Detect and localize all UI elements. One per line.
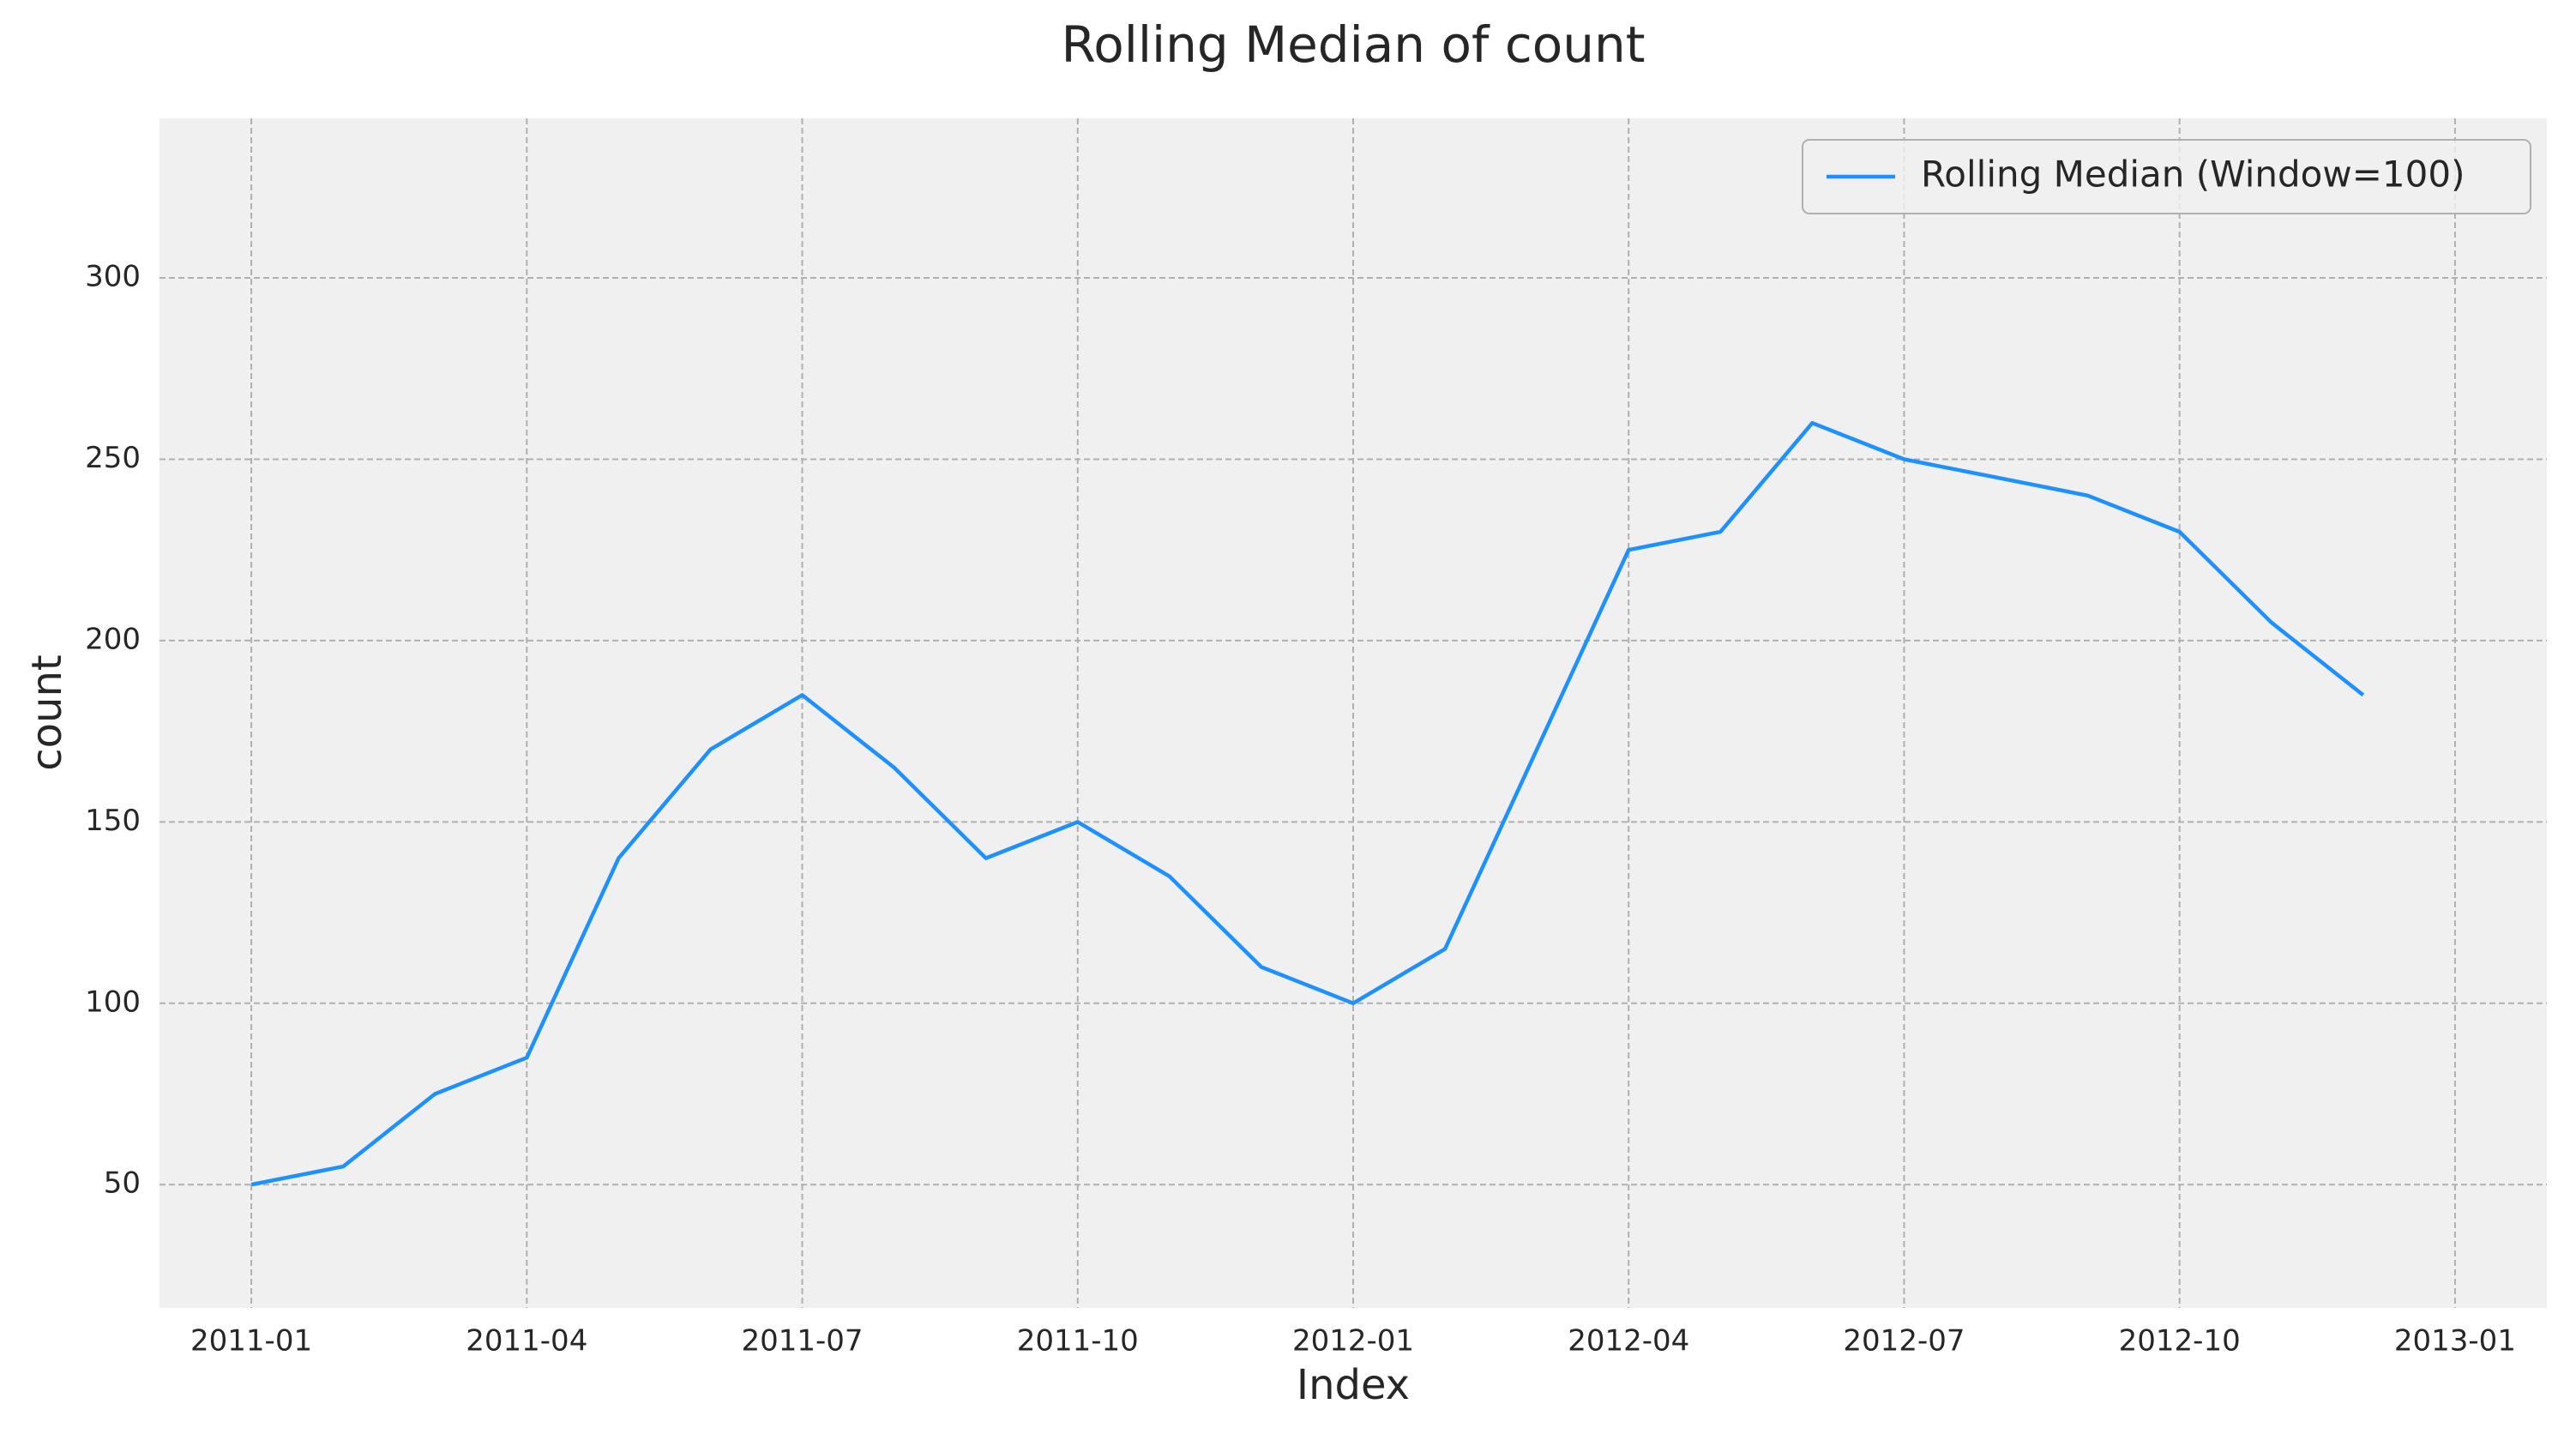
y-axis-label: count <box>23 654 71 770</box>
y-tick-label: 50 <box>104 1166 141 1201</box>
x-tick-label: 2013-01 <box>2394 1324 2516 1359</box>
x-tick-label: 2011-07 <box>742 1324 864 1359</box>
legend-box <box>1802 139 2531 214</box>
y-tick-label: 100 <box>85 985 141 1019</box>
y-tick-label: 200 <box>85 622 141 656</box>
chart-title: Rolling Median of count <box>1062 15 1646 74</box>
x-tick-label: 2011-10 <box>1017 1324 1139 1359</box>
x-tick-label: 2012-04 <box>1568 1324 1689 1359</box>
x-tick-label: 2011-04 <box>466 1324 587 1359</box>
x-tick-label: 2012-10 <box>2119 1324 2241 1359</box>
x-tick-label: 2011-01 <box>190 1324 312 1359</box>
x-tick-label: 2012-01 <box>1292 1324 1414 1359</box>
y-tick-label: 250 <box>85 441 141 475</box>
data-line <box>250 420 2365 1187</box>
y-tick-label: 300 <box>85 260 141 294</box>
x-tick-label: 2012-07 <box>1843 1324 1965 1359</box>
x-axis-label: Index <box>1297 1361 1410 1409</box>
y-tick-label: 150 <box>85 804 141 838</box>
legend-label: Rolling Median (Window=100) <box>1921 154 2465 196</box>
